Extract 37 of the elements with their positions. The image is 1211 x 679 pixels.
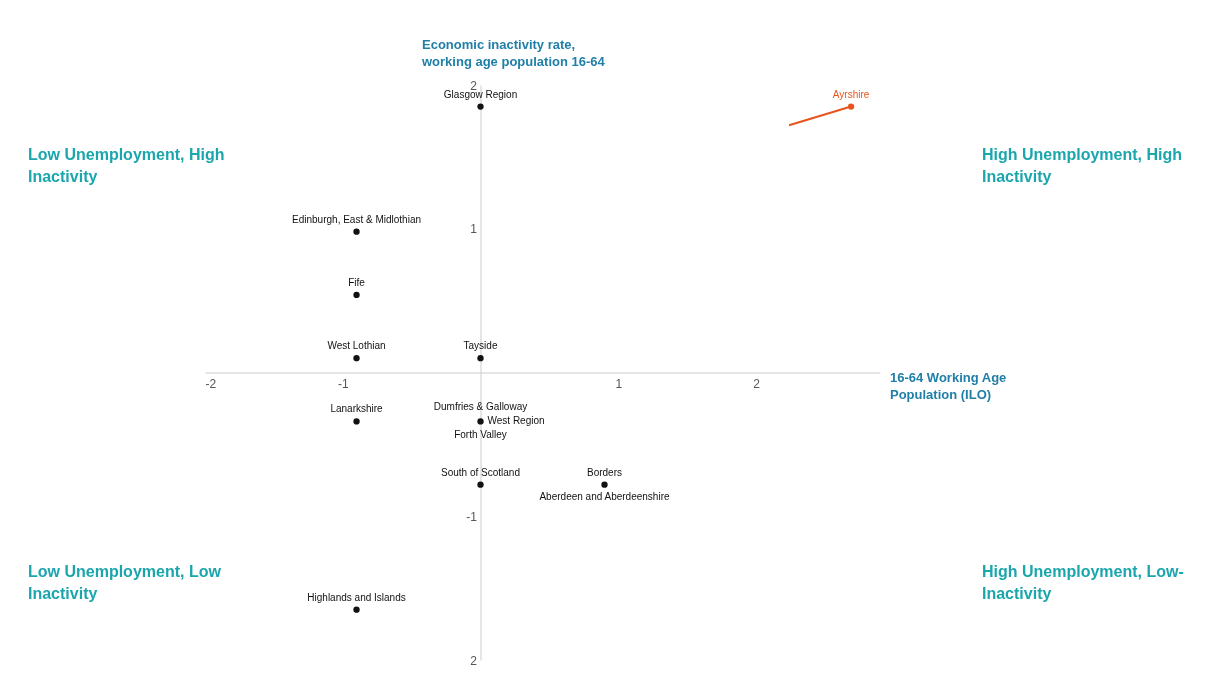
x-tick-label: 2 <box>753 377 761 391</box>
text: High Unemployment, High Inactivity <box>982 146 1182 185</box>
point <box>477 418 484 425</box>
y-tick-label: 1 <box>470 222 478 237</box>
annotation: Low Unemployment, High Inactivity <box>28 146 225 185</box>
point <box>477 103 484 110</box>
x-tick-label: 1 <box>615 377 623 391</box>
annotation: Borders <box>586 466 622 478</box>
annotation: Tayside <box>463 340 498 352</box>
annotation: West Region <box>487 415 545 427</box>
point <box>353 354 360 362</box>
text: High Unemployment, Low- Inactivity <box>982 563 1184 602</box>
annotation: Edinburgh, East & Midlothian <box>292 213 422 225</box>
y-tick-label: 2 <box>470 653 478 668</box>
point <box>353 228 360 235</box>
point <box>847 103 855 110</box>
annotation: Highlands and Islands <box>307 591 406 603</box>
annotation: South of Scotland <box>441 466 520 478</box>
annotation: Fife <box>348 276 366 288</box>
x-axis-title: 16-64 Working Age Population (ILO) <box>890 370 1007 402</box>
point <box>601 481 608 488</box>
x-tick-label: -1 <box>337 377 349 391</box>
point <box>477 481 484 488</box>
point <box>477 354 484 362</box>
x-tick-label: -2 <box>205 377 217 391</box>
annotation: Ayrshire <box>832 88 870 100</box>
point <box>353 418 360 425</box>
annotation: West Lothian <box>327 340 386 352</box>
annotation: Aberdeen and Aberdeenshire <box>539 490 670 502</box>
y-tick-label: -1 <box>466 509 478 524</box>
point <box>353 606 360 613</box>
annotation: Dumfries & Galloway <box>433 401 528 413</box>
y-axis-title: Economic inactivity rate, working age population 16-64 <box>421 37 606 69</box>
annotation: Low Unemployment, Low Inactivity <box>28 563 222 602</box>
point <box>353 291 360 299</box>
annotation: Lanarkshire <box>330 403 384 415</box>
annotation: Forth Valley <box>454 429 507 441</box>
